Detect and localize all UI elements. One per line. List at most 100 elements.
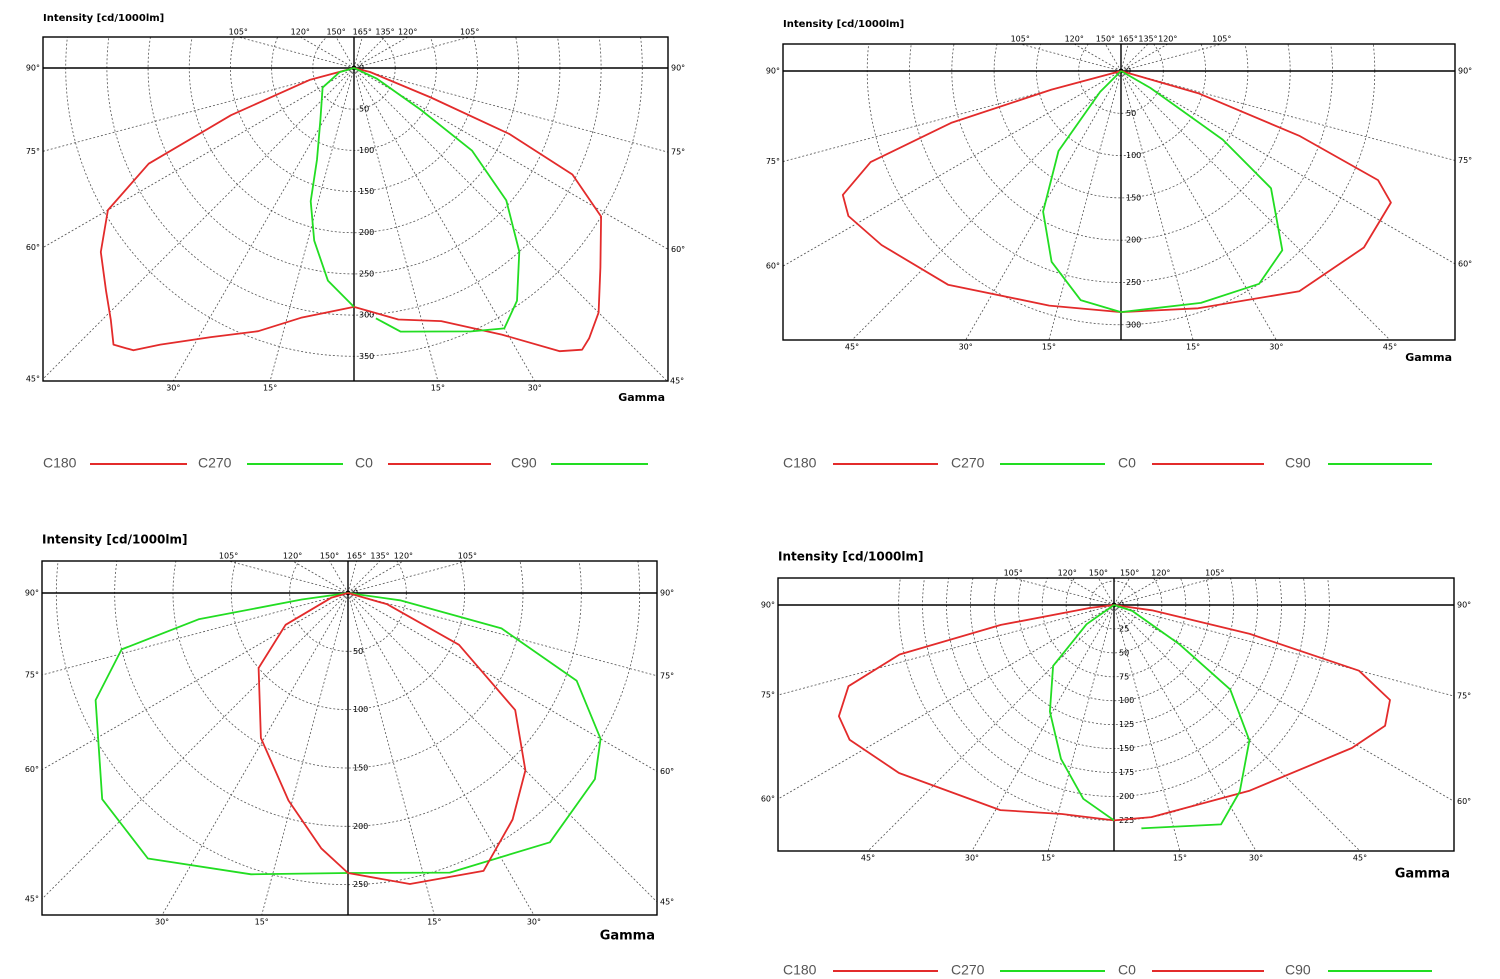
grid-ray <box>1098 578 1115 606</box>
angle-tick-label: 60° <box>26 243 40 252</box>
angle-tick-label: 30° <box>1269 343 1283 352</box>
angle-tick-label: 135° <box>370 552 389 561</box>
grid-ray <box>347 561 468 594</box>
angle-tick-label: 150° <box>326 28 345 37</box>
angle-tick-label: 75° <box>761 691 775 700</box>
legend-label: C180 <box>783 962 817 978</box>
angle-tick-label: 120° <box>283 552 302 561</box>
grid-ray <box>42 592 349 771</box>
angle-tick-label: 45° <box>25 895 39 904</box>
grid-ray <box>1048 70 1122 340</box>
grid-ray <box>1120 44 1222 72</box>
angle-tick-label: 30° <box>965 854 979 863</box>
angle-tick-label: 30° <box>166 384 180 393</box>
polar-chart: 050100150200250300105°120°150°165°135°12… <box>766 19 1472 471</box>
angle-tick-label: 150° <box>1120 569 1139 578</box>
angle-tick-label: 30° <box>959 343 973 352</box>
intensity-curve <box>99 67 355 352</box>
angle-tick-label: 90° <box>26 64 40 73</box>
r-tick-label: 250 <box>353 880 368 889</box>
grid-ray <box>783 70 1122 267</box>
r-tick-label: 175 <box>1119 768 1134 777</box>
angle-tick-label: 45° <box>26 375 40 384</box>
grid-ray <box>1113 578 1215 606</box>
angle-tick-label: 60° <box>761 794 775 803</box>
angle-tick-label: 75° <box>671 148 685 157</box>
r-tick-label: 75 <box>1119 672 1129 681</box>
x-axis-label: Gamma <box>1395 867 1450 882</box>
grid-ray <box>778 604 1115 800</box>
grid-ray <box>43 67 355 380</box>
grid-ray <box>1105 44 1122 72</box>
angle-tick-label: 150° <box>1089 569 1108 578</box>
intensity-curve <box>1113 604 1391 822</box>
grid-ray <box>1020 44 1122 72</box>
grid-ray <box>971 604 1115 851</box>
angle-tick-label: 15° <box>263 384 277 393</box>
grid-ray <box>1047 604 1115 851</box>
r-tick-label: 250 <box>359 269 374 278</box>
grid-ray <box>353 37 386 69</box>
r-tick-label: 50 <box>1119 648 1129 657</box>
grid-ray <box>353 37 470 69</box>
chart-title: Intensity [cd/1000lm] <box>783 19 904 30</box>
curves <box>838 604 1391 830</box>
intensity-curve <box>1049 604 1115 822</box>
legend-label: C270 <box>951 455 985 471</box>
angle-tick-label: 45° <box>845 343 859 352</box>
grid-ray <box>329 561 349 594</box>
angle-tick-label: 120° <box>1158 35 1177 44</box>
intensity-curve <box>841 70 1122 313</box>
chart-title: Intensity [cd/1000lm] <box>43 13 164 24</box>
r-tick-label: 150 <box>359 187 374 196</box>
angle-tick-label: 60° <box>25 765 39 774</box>
chart-title: Intensity [cd/1000lm] <box>778 550 924 564</box>
angle-tick-label: 45° <box>660 898 674 907</box>
r-tick-label: 50 <box>359 105 369 114</box>
angle-tick-label: 150° <box>320 552 339 561</box>
grid-ray <box>161 592 349 915</box>
grid-ray <box>347 592 657 677</box>
grid-ray <box>1120 70 1455 265</box>
intensity-curve <box>1042 70 1122 313</box>
grid-ray <box>347 592 657 772</box>
angle-tick-label: 105° <box>229 28 248 37</box>
grid-ray <box>42 592 349 676</box>
frame <box>41 560 658 916</box>
grid-ray <box>347 561 404 594</box>
grid-ray <box>353 67 668 250</box>
grid-ray <box>1113 604 1361 851</box>
intensity-curve <box>1120 70 1392 313</box>
grid-ray <box>300 37 355 69</box>
grid-ray <box>228 561 349 594</box>
angle-tick-label: 105° <box>1212 35 1231 44</box>
r-tick-label: 150 <box>353 764 368 773</box>
r-tick-label: 100 <box>1126 151 1141 160</box>
angle-tick-label: 30° <box>1249 854 1263 863</box>
angle-tick-label: 75° <box>660 671 674 680</box>
angle-tick-label: 120° <box>1151 569 1170 578</box>
angle-tick-label: 15° <box>255 918 269 927</box>
grid-ray <box>347 561 381 594</box>
grid-ray <box>1120 70 1455 161</box>
intensity-curve <box>353 67 602 353</box>
grid-ray <box>43 67 355 152</box>
r-tick-label: 50 <box>1126 109 1136 118</box>
r-tick-label: 300 <box>1126 320 1141 329</box>
angle-tick-label: 30° <box>155 918 169 927</box>
curves <box>94 592 602 885</box>
angle-tick-label: 15° <box>431 384 445 393</box>
grid-ray <box>43 67 355 248</box>
r-tick-label: 150 <box>1126 193 1141 202</box>
r-tick-label: 150 <box>1119 744 1134 753</box>
angle-tick-label: 90° <box>1458 67 1472 76</box>
grid-ray <box>353 37 363 69</box>
angle-tick-label: 120° <box>394 552 413 561</box>
angle-tick-label: 45° <box>1353 854 1367 863</box>
grid-ray <box>778 604 1115 696</box>
angle-tick-label: 75° <box>766 157 780 166</box>
grid-ray <box>347 561 357 594</box>
grid-ray <box>1113 604 1257 851</box>
legend-label: C270 <box>951 962 985 978</box>
